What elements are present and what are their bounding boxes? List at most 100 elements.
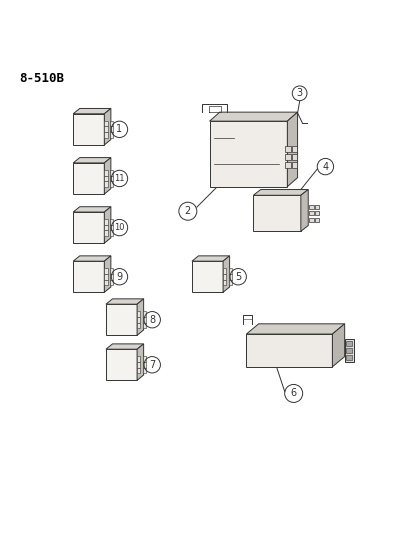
Polygon shape (292, 154, 297, 160)
Polygon shape (110, 121, 113, 126)
Polygon shape (315, 218, 319, 222)
Polygon shape (73, 158, 111, 163)
Polygon shape (104, 108, 111, 145)
Text: 9: 9 (116, 272, 122, 282)
Polygon shape (104, 181, 107, 187)
Polygon shape (223, 274, 226, 280)
Polygon shape (192, 256, 229, 261)
Polygon shape (210, 112, 298, 121)
Polygon shape (143, 322, 146, 328)
Polygon shape (310, 205, 314, 209)
Polygon shape (192, 261, 223, 292)
Polygon shape (104, 256, 111, 292)
Polygon shape (310, 211, 314, 215)
Text: 1: 1 (116, 124, 122, 134)
Polygon shape (104, 121, 107, 126)
Polygon shape (223, 268, 226, 274)
Polygon shape (104, 158, 111, 194)
Polygon shape (332, 324, 345, 367)
Polygon shape (345, 338, 354, 362)
Polygon shape (110, 268, 113, 274)
Polygon shape (143, 368, 146, 373)
Text: 10: 10 (114, 223, 125, 232)
Polygon shape (104, 274, 107, 280)
Polygon shape (346, 348, 352, 353)
Polygon shape (292, 146, 297, 152)
Polygon shape (137, 322, 140, 328)
Polygon shape (137, 356, 140, 362)
Polygon shape (287, 112, 298, 187)
Polygon shape (285, 162, 290, 168)
Polygon shape (137, 299, 144, 335)
Polygon shape (110, 274, 113, 280)
Polygon shape (137, 368, 140, 373)
Polygon shape (137, 311, 140, 317)
Polygon shape (210, 121, 287, 187)
Polygon shape (104, 280, 107, 285)
Polygon shape (301, 190, 308, 231)
Polygon shape (143, 356, 146, 362)
Polygon shape (110, 132, 113, 138)
Text: 2: 2 (185, 206, 191, 216)
Polygon shape (73, 108, 111, 114)
Polygon shape (229, 280, 232, 285)
Text: 8-510B: 8-510B (19, 72, 64, 85)
Polygon shape (310, 218, 314, 222)
Polygon shape (143, 311, 146, 317)
Text: 11: 11 (114, 174, 125, 183)
Polygon shape (104, 175, 107, 181)
Polygon shape (247, 334, 332, 367)
Polygon shape (247, 324, 345, 334)
Polygon shape (223, 256, 229, 292)
Text: 4: 4 (322, 161, 329, 172)
Polygon shape (110, 170, 113, 175)
Polygon shape (104, 230, 107, 236)
Polygon shape (110, 181, 113, 187)
Polygon shape (254, 190, 308, 195)
Polygon shape (73, 163, 104, 194)
Polygon shape (137, 344, 144, 381)
Polygon shape (110, 175, 113, 181)
Polygon shape (104, 225, 107, 230)
Polygon shape (104, 268, 107, 274)
Polygon shape (223, 280, 226, 285)
Text: 3: 3 (297, 88, 303, 98)
Polygon shape (229, 268, 232, 274)
Polygon shape (315, 211, 319, 215)
Text: 7: 7 (149, 360, 155, 370)
Polygon shape (143, 317, 146, 322)
Polygon shape (143, 362, 146, 368)
Polygon shape (73, 212, 104, 243)
Text: 6: 6 (290, 389, 297, 399)
Polygon shape (315, 205, 319, 209)
Polygon shape (106, 344, 144, 349)
Polygon shape (285, 154, 290, 160)
Polygon shape (73, 256, 111, 261)
Text: 5: 5 (235, 272, 242, 282)
Polygon shape (110, 280, 113, 285)
Polygon shape (106, 299, 144, 304)
Polygon shape (104, 219, 107, 225)
Polygon shape (110, 219, 113, 225)
Polygon shape (104, 170, 107, 175)
Polygon shape (110, 225, 113, 230)
Polygon shape (292, 162, 297, 168)
Polygon shape (110, 230, 113, 236)
Text: 8: 8 (149, 314, 155, 325)
Polygon shape (104, 132, 107, 138)
Polygon shape (73, 261, 104, 292)
Polygon shape (137, 362, 140, 368)
Polygon shape (104, 126, 107, 132)
Polygon shape (254, 195, 301, 231)
Polygon shape (229, 274, 232, 280)
Polygon shape (346, 355, 352, 360)
Polygon shape (346, 341, 352, 346)
Polygon shape (73, 114, 104, 145)
Polygon shape (106, 349, 137, 381)
Polygon shape (104, 207, 111, 243)
Polygon shape (285, 146, 290, 152)
Polygon shape (137, 317, 140, 322)
Polygon shape (106, 304, 137, 335)
Polygon shape (110, 126, 113, 132)
Polygon shape (73, 207, 111, 212)
